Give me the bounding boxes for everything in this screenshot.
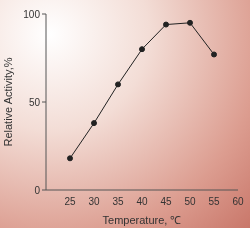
svg-text:45: 45	[160, 196, 172, 207]
svg-text:55: 55	[208, 196, 220, 207]
svg-text:30: 30	[88, 196, 100, 207]
svg-text:0: 0	[34, 185, 40, 196]
svg-text:Relative Activity,%: Relative Activity,%	[8, 57, 14, 146]
svg-text:50: 50	[184, 196, 196, 207]
svg-text:50: 50	[29, 97, 41, 108]
svg-text:100: 100	[23, 9, 40, 20]
svg-text:40: 40	[136, 196, 148, 207]
svg-text:25: 25	[64, 196, 76, 207]
svg-text:60: 60	[232, 196, 242, 207]
svg-text:Temperature, ℃: Temperature, ℃	[103, 214, 182, 226]
svg-text:35: 35	[112, 196, 124, 207]
